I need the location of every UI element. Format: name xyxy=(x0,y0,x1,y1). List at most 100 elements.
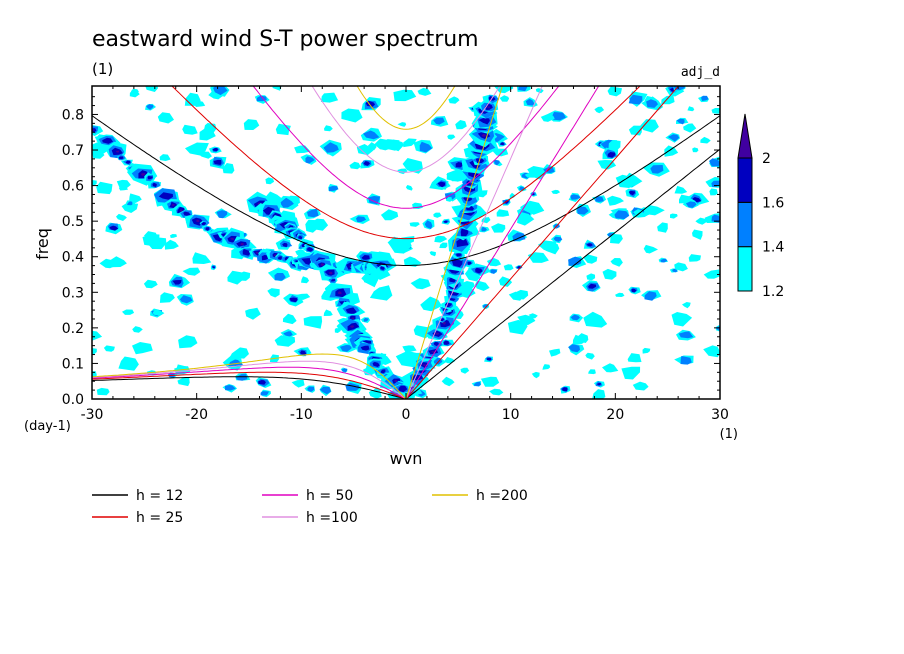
contour-level-1 xyxy=(334,328,341,333)
contour-level-1 xyxy=(417,87,432,96)
power-blob xyxy=(682,302,691,309)
power-blob xyxy=(144,172,156,184)
contour-level-1 xyxy=(393,89,417,102)
power-blob xyxy=(397,168,408,175)
contour-level-3 xyxy=(607,152,616,158)
power-blob xyxy=(291,379,305,388)
power-blob xyxy=(703,345,720,358)
contour-level-1 xyxy=(222,163,235,174)
contour-level-1 xyxy=(542,364,551,370)
y-tick-label: 0.0 xyxy=(62,392,84,408)
power-blob xyxy=(593,380,605,388)
power-blob xyxy=(145,103,156,111)
contour-level-1 xyxy=(275,123,291,136)
contour-level-3 xyxy=(201,221,206,226)
power-blob xyxy=(433,212,442,218)
power-blob xyxy=(402,345,417,352)
contour-level-3 xyxy=(588,283,597,289)
power-blob xyxy=(444,357,456,364)
contour-level-4 xyxy=(469,182,473,185)
power-blob xyxy=(448,96,460,104)
power-blob xyxy=(338,318,367,337)
contour-level-1 xyxy=(402,345,417,352)
power-blob xyxy=(96,181,113,195)
power-blob xyxy=(683,123,697,133)
contour-level-3 xyxy=(475,267,483,274)
contour-level-1 xyxy=(420,296,443,312)
power-blob xyxy=(688,254,701,262)
power-blob xyxy=(121,159,133,166)
contour-level-1 xyxy=(132,342,153,355)
contour-level-1 xyxy=(692,147,699,153)
legend-item: h =100 xyxy=(262,510,358,526)
power-blob xyxy=(633,209,643,216)
power-blob xyxy=(610,258,623,267)
power-blob xyxy=(441,376,455,387)
power-blob xyxy=(642,347,651,354)
contour-level-3 xyxy=(500,142,505,146)
power-blob xyxy=(305,219,321,233)
power-blob xyxy=(118,356,139,371)
power-blob xyxy=(185,142,209,156)
contour-level-1 xyxy=(142,234,160,247)
contour-level-2 xyxy=(307,386,315,392)
power-blob xyxy=(345,380,362,394)
contour-level-1 xyxy=(657,222,668,233)
power-blob xyxy=(498,276,513,287)
contour-level-2 xyxy=(419,141,433,153)
power-blob xyxy=(410,278,431,290)
contour-level-2 xyxy=(646,99,658,108)
power-blob xyxy=(497,141,507,147)
contour-level-2 xyxy=(127,201,133,206)
contour-level-3 xyxy=(398,385,408,393)
power-blob xyxy=(121,202,139,213)
power-blob xyxy=(703,269,720,279)
power-blob xyxy=(628,91,648,107)
contour-level-2 xyxy=(228,359,243,367)
contour-level-1 xyxy=(433,212,442,218)
power-blob xyxy=(489,388,504,396)
power-blob xyxy=(103,345,115,352)
power-blob xyxy=(334,328,341,333)
power-blob xyxy=(615,174,641,188)
contour-level-1 xyxy=(303,316,323,329)
power-blob xyxy=(527,252,549,263)
contour-level-4 xyxy=(256,251,259,254)
power-blob xyxy=(301,245,315,254)
power-blob xyxy=(540,114,555,122)
contour-level-1 xyxy=(380,209,399,221)
contour-level-2 xyxy=(481,226,487,232)
power-blob xyxy=(482,94,499,104)
legend-label: h = 50 xyxy=(306,488,353,504)
contour-level-1 xyxy=(540,114,555,122)
legend-item: h = 12 xyxy=(92,488,183,504)
colorbar-label: 1.6 xyxy=(762,195,784,211)
power-blob xyxy=(409,222,420,227)
contour-level-1 xyxy=(132,326,143,333)
contour-level-1 xyxy=(96,387,110,396)
contour-level-3 xyxy=(380,266,385,270)
contour-level-1 xyxy=(644,205,665,216)
chart-subtitle-left: (1) xyxy=(92,60,113,78)
power-blob xyxy=(569,313,584,323)
power-blob xyxy=(300,154,317,165)
power-blob xyxy=(594,106,605,114)
power-blob xyxy=(641,96,664,111)
contour-level-1 xyxy=(628,125,642,136)
y-axis: 0.0 0.1 0.2 0.3 0.4 0.5 0.6 0.7 0.8 xyxy=(62,96,720,408)
power-blob xyxy=(245,307,261,320)
power-blob xyxy=(328,183,339,193)
legend-label: h =100 xyxy=(306,510,358,526)
contour-level-4 xyxy=(431,351,435,353)
power-blob xyxy=(632,381,649,391)
colorbar-label: 2 xyxy=(762,151,771,167)
contour-level-1 xyxy=(185,142,209,156)
power-blob xyxy=(499,95,510,102)
contour-level-3 xyxy=(183,211,191,216)
power-blob xyxy=(340,367,348,373)
contour-level-3 xyxy=(628,190,636,196)
curve-kelvin-h100 xyxy=(405,86,543,399)
contour-level-1 xyxy=(182,124,198,135)
contour-level-1 xyxy=(243,119,260,130)
contour-level-3 xyxy=(475,157,485,163)
